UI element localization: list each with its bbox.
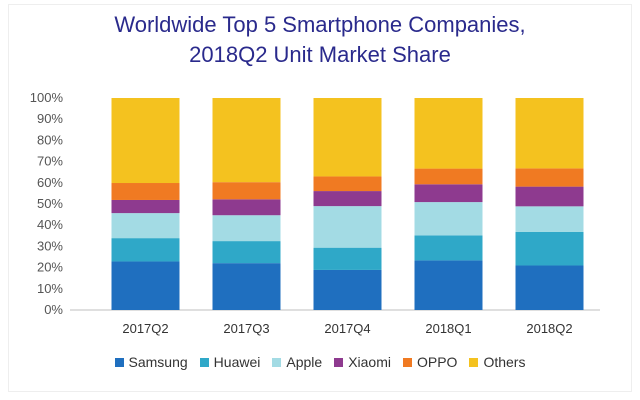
y-tick-label: 50%: [37, 196, 63, 211]
bar-segment-huawei: [313, 247, 382, 270]
x-tick-label: 2018Q1: [425, 321, 471, 336]
bar-segment-others: [111, 98, 180, 184]
y-tick-label: 0%: [44, 302, 63, 317]
legend-label: Apple: [286, 354, 323, 370]
legend-item-apple: Apple: [272, 354, 322, 370]
bar-segment-others: [212, 98, 281, 183]
legend-item-others: Others: [469, 354, 525, 370]
legend-swatch: [402, 357, 412, 367]
y-tick-label: 30%: [37, 238, 63, 253]
bar-segment-xiaomi: [111, 199, 180, 214]
bar-segment-oppo: [111, 183, 180, 200]
bar-segment-huawei: [515, 231, 584, 266]
bar-segment-xiaomi: [515, 186, 584, 207]
bar-segment-others: [313, 98, 382, 177]
y-tick-label: 60%: [37, 175, 63, 190]
legend-swatch: [199, 357, 209, 367]
bar-segment-samsung: [111, 261, 180, 310]
bar-segment-others: [515, 98, 584, 169]
bar-segment-apple: [111, 213, 180, 239]
bar-segment-samsung: [212, 263, 281, 310]
x-tick-label: 2017Q2: [122, 321, 168, 336]
chart-title-line-1: Worldwide Top 5 Smartphone Companies,: [114, 12, 526, 37]
legend-swatch: [334, 357, 344, 367]
bar-segment-apple: [515, 206, 584, 232]
bar-segment-huawei: [212, 241, 281, 264]
legend-item-samsung: Samsung: [114, 354, 188, 370]
bar-segment-xiaomi: [414, 184, 483, 203]
y-tick-label: 40%: [37, 217, 63, 232]
bar-segment-samsung: [313, 269, 382, 310]
legend-item-huawei: Huawei: [199, 354, 261, 370]
y-tick-label: 80%: [37, 132, 63, 147]
legend-label: Others: [483, 354, 526, 370]
bar-segment-apple: [212, 215, 281, 242]
x-tick-label: 2017Q4: [324, 321, 370, 336]
legend-item-oppo: OPPO: [402, 354, 458, 370]
bar-segment-huawei: [414, 235, 483, 261]
bar-segment-others: [414, 98, 483, 169]
bar-segment-oppo: [414, 168, 483, 185]
bar-segment-apple: [414, 202, 483, 236]
legend-label: Samsung: [128, 354, 188, 370]
legend-swatch: [114, 357, 124, 367]
y-tick-label: 70%: [37, 154, 63, 169]
legend-label: Xiaomi: [348, 354, 391, 370]
bar-segment-samsung: [515, 265, 584, 310]
legend-label: OPPO: [416, 354, 458, 370]
y-tick-label: 90%: [37, 111, 63, 126]
y-tick-label: 100%: [30, 90, 64, 105]
bar-segment-huawei: [111, 238, 180, 262]
x-tick-label: 2018Q2: [526, 321, 572, 336]
chart-title-line-2: 2018Q2 Unit Market Share: [189, 42, 451, 67]
legend-swatch: [469, 357, 479, 367]
legend-item-xiaomi: Xiaomi: [334, 354, 391, 370]
y-tick-label: 10%: [37, 281, 63, 296]
bar-segment-oppo: [313, 176, 382, 192]
chart-legend: Samsung Huawei Apple Xiaomi OPPO Others: [0, 354, 640, 370]
bar-segment-oppo: [515, 168, 584, 187]
bar-segment-oppo: [212, 182, 281, 200]
bar-segment-xiaomi: [212, 199, 281, 216]
legend-swatch: [272, 357, 282, 367]
chart-title: Worldwide Top 5 Smartphone Companies, 20…: [0, 10, 640, 70]
bar-segment-xiaomi: [313, 191, 382, 207]
bar-segment-samsung: [414, 260, 483, 310]
bar-segment-apple: [313, 206, 382, 248]
y-tick-label: 20%: [37, 260, 63, 275]
legend-label: Huawei: [213, 354, 261, 370]
x-tick-label: 2017Q3: [223, 321, 269, 336]
